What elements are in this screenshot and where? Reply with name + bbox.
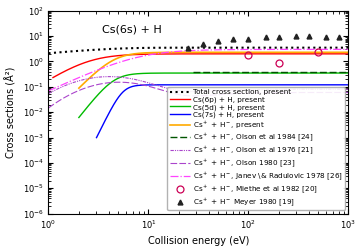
Cs$^+$ + H$^-$, present — [346, 51, 350, 54]
Cs$^+$ + H$^-$, Janev \& Radulovic 1978 [26] — [220, 48, 225, 51]
Text: Cs(6s) + H: Cs(6s) + H — [102, 25, 162, 35]
Cs$^+$ + H$^-$, Olson et al 1976 [21] — [229, 89, 233, 92]
Total cross section, present — [237, 46, 242, 49]
Cs$^+$ + H$^-$, Janev \& Radulovic 1978 [26] — [346, 48, 350, 51]
Cs$^+$ + H$^-$, Janev \& Radulovic 1978 [26] — [274, 48, 278, 51]
Cs$^+$ + H$^-$, Olson 1980 [23] — [229, 92, 233, 95]
Cs(7s) + H, present — [274, 83, 278, 86]
Cs$^+$ + H$^-$, Olson et al 1984 [24] — [346, 71, 350, 74]
Cs$^+$ + H$^-$, present — [274, 51, 278, 54]
Cs$^+$ + H$^-$, Janev \& Radulovic 1978 [26] — [237, 48, 242, 51]
Line: Total cross section, present: Total cross section, present — [49, 48, 348, 53]
Cs(7s) + H, present — [346, 83, 350, 86]
Legend: Total cross section, present, Cs(6p) + H, present, Cs(5d) + H, present, Cs(7s) +: Total cross section, present, Cs(6p) + H… — [168, 87, 345, 210]
Cs$^+$ + H$^-$, Janev \& Radulovic 1978 [26] — [228, 48, 233, 51]
Cs$^+$ + H$^-$, Janev \& Radulovic 1978 [26] — [46, 89, 51, 92]
Line: Cs(7s) + H, present: Cs(7s) + H, present — [97, 85, 348, 138]
Cs$^+$ + H$^-$ Meyer 1980 [19] — [337, 36, 341, 39]
Cs$^+$ + H$^-$ Meyer 1980 [19] — [276, 35, 281, 38]
Cs$^+$ + H$^-$, Olson et al 1984 [24] — [310, 71, 314, 74]
Cs$^+$ + H$^-$ Meyer 1980 [19] — [294, 35, 298, 38]
Cs$^+$ + H$^-$ Meyer 1980 [19] — [231, 38, 235, 41]
Cs$^+$ + H$^-$ Meyer 1980 [19] — [307, 35, 311, 38]
Cs$^+$ + H$^-$ Meyer 1980 [19] — [186, 46, 190, 49]
Cs(6p) + H, present — [220, 52, 225, 55]
Total cross section, present — [305, 46, 309, 49]
Cs(6p) + H, present — [237, 52, 242, 55]
Line: Cs$^+$ + H$^-$, Janev \& Radulovic 1978 [26]: Cs$^+$ + H$^-$, Janev \& Radulovic 1978 … — [49, 49, 348, 91]
Cs$^+$ + H$^-$, present — [228, 51, 233, 54]
Cs$^+$ + H$^-$, Olson 1980 [23] — [221, 93, 225, 96]
Cs$^+$ + H$^-$, Olson 1980 [23] — [346, 91, 350, 94]
Cs(7s) + H, present — [237, 83, 242, 86]
Cs(5d) + H, present — [304, 72, 309, 75]
Line: Cs$^+$ + H$^-$, Miethe et al 1982 [20]: Cs$^+$ + H$^-$, Miethe et al 1982 [20] — [245, 49, 322, 66]
Cs$^+$ + H$^-$, Olson et al 1984 [24] — [258, 71, 263, 74]
Total cross section, present — [65, 50, 69, 53]
Cs$^+$ + H$^-$, Olson 1980 [23] — [46, 106, 51, 109]
Cs(5d) + H, present — [274, 72, 278, 75]
Line: Cs$^+$ + H$^-$ Meyer 1980 [19]: Cs$^+$ + H$^-$ Meyer 1980 [19] — [186, 34, 351, 50]
Cs(7s) + H, present — [220, 83, 225, 86]
Cs$^+$ + H$^-$, Olson et al 1976 [21] — [221, 89, 225, 92]
Cs(5d) + H, present — [220, 72, 225, 75]
Total cross section, present — [274, 46, 278, 49]
Cs(6p) + H, present — [274, 52, 278, 55]
Total cross section, present — [46, 52, 51, 55]
Cs$^+$ + H$^-$, Olson et al 1976 [21] — [46, 92, 51, 95]
Cs$^+$ + H$^-$, Olson et al 1984 [24] — [273, 71, 277, 74]
Cs$^+$ + H$^-$ Meyer 1980 [19] — [216, 39, 220, 42]
Line: Cs(5d) + H, present: Cs(5d) + H, present — [79, 73, 348, 117]
Cs$^+$ + H$^-$, Olson 1980 [23] — [238, 92, 242, 95]
Cs$^+$ + H$^-$, Janev \& Radulovic 1978 [26] — [304, 48, 309, 51]
Cs$^+$ + H$^-$, Olson et al 1984 [24] — [308, 71, 313, 74]
Line: Cs$^+$ + H$^-$, Olson 1980 [23]: Cs$^+$ + H$^-$, Olson 1980 [23] — [49, 82, 348, 108]
Cs$^+$ + H$^-$, Olson et al 1976 [21] — [238, 88, 242, 91]
Cs$^+$ + H$^-$ Meyer 1980 [19] — [264, 36, 268, 39]
Cs$^+$ + H$^-$, Miethe et al 1982 [20] — [276, 61, 281, 64]
Cs$^+$ + H$^-$, present — [220, 51, 225, 54]
Total cross section, present — [220, 46, 225, 49]
Cs(6p) + H, present — [346, 52, 350, 55]
Cs$^+$ + H$^-$, Olson et al 1984 [24] — [191, 71, 195, 74]
Cs$^+$ + H$^-$ Meyer 1980 [19] — [201, 42, 205, 45]
Cs$^+$ + H$^-$, Olson 1980 [23] — [274, 91, 278, 94]
Cs$^+$ + H$^-$, Olson et al 1976 [21] — [274, 88, 278, 91]
Line: Cs$^+$ + H$^-$, present: Cs$^+$ + H$^-$, present — [79, 52, 348, 88]
Cs$^+$ + H$^-$, Olson et al 1984 [24] — [236, 71, 241, 74]
Cs(6p) + H, present — [228, 52, 233, 55]
Cs$^+$ + H$^-$, Olson 1980 [23] — [117, 81, 121, 84]
Cs(7s) + H, present — [304, 83, 309, 86]
Line: Cs(6p) + H, present: Cs(6p) + H, present — [53, 54, 348, 78]
Cs(6p) + H, present — [304, 52, 309, 55]
Cs(5d) + H, present — [228, 72, 233, 75]
Cs(5d) + H, present — [346, 72, 350, 75]
Cs$^+$ + H$^-$, Olson et al 1976 [21] — [305, 88, 309, 91]
Y-axis label: Cross sections (Å²): Cross sections (Å²) — [5, 67, 17, 158]
Cs(5d) + H, present — [237, 72, 242, 75]
Total cross section, present — [346, 46, 350, 49]
Cs$^+$ + H$^-$, Olson et al 1976 [21] — [107, 75, 111, 78]
Cs$^+$ + H$^-$ Meyer 1980 [19] — [324, 35, 328, 38]
Cs$^+$ + H$^-$ Meyer 1980 [19] — [346, 37, 350, 40]
Total cross section, present — [228, 46, 233, 49]
Cs$^+$ + H$^-$, Olson et al 1984 [24] — [334, 71, 338, 74]
Cs$^+$ + H$^-$, Olson 1980 [23] — [305, 91, 309, 94]
Line: Cs$^+$ + H$^-$, Olson et al 1976 [21]: Cs$^+$ + H$^-$, Olson et al 1976 [21] — [49, 77, 348, 94]
Cs$^+$ + H$^-$, Olson 1980 [23] — [65, 95, 69, 98]
Cs$^+$ + H$^-$, Miethe et al 1982 [20] — [316, 51, 320, 54]
Cs(6p) + H, present — [65, 69, 69, 72]
Cs$^+$ + H$^-$, present — [304, 51, 309, 54]
Cs(7s) + H, present — [228, 83, 233, 86]
Cs$^+$ + H$^-$ Meyer 1980 [19] — [246, 37, 251, 40]
Cs$^+$ + H$^-$, Janev \& Radulovic 1978 [26] — [65, 81, 69, 84]
Cs$^+$ + H$^-$, Miethe et al 1982 [20] — [246, 53, 251, 56]
Total cross section, present — [250, 46, 254, 49]
Cs$^+$ + H$^-$, present — [237, 51, 242, 54]
Cs$^+$ + H$^-$, Olson et al 1976 [21] — [346, 88, 350, 91]
Cs$^+$ + H$^-$, Olson et al 1976 [21] — [65, 83, 69, 86]
X-axis label: Collision energy (eV): Collision energy (eV) — [148, 236, 249, 246]
